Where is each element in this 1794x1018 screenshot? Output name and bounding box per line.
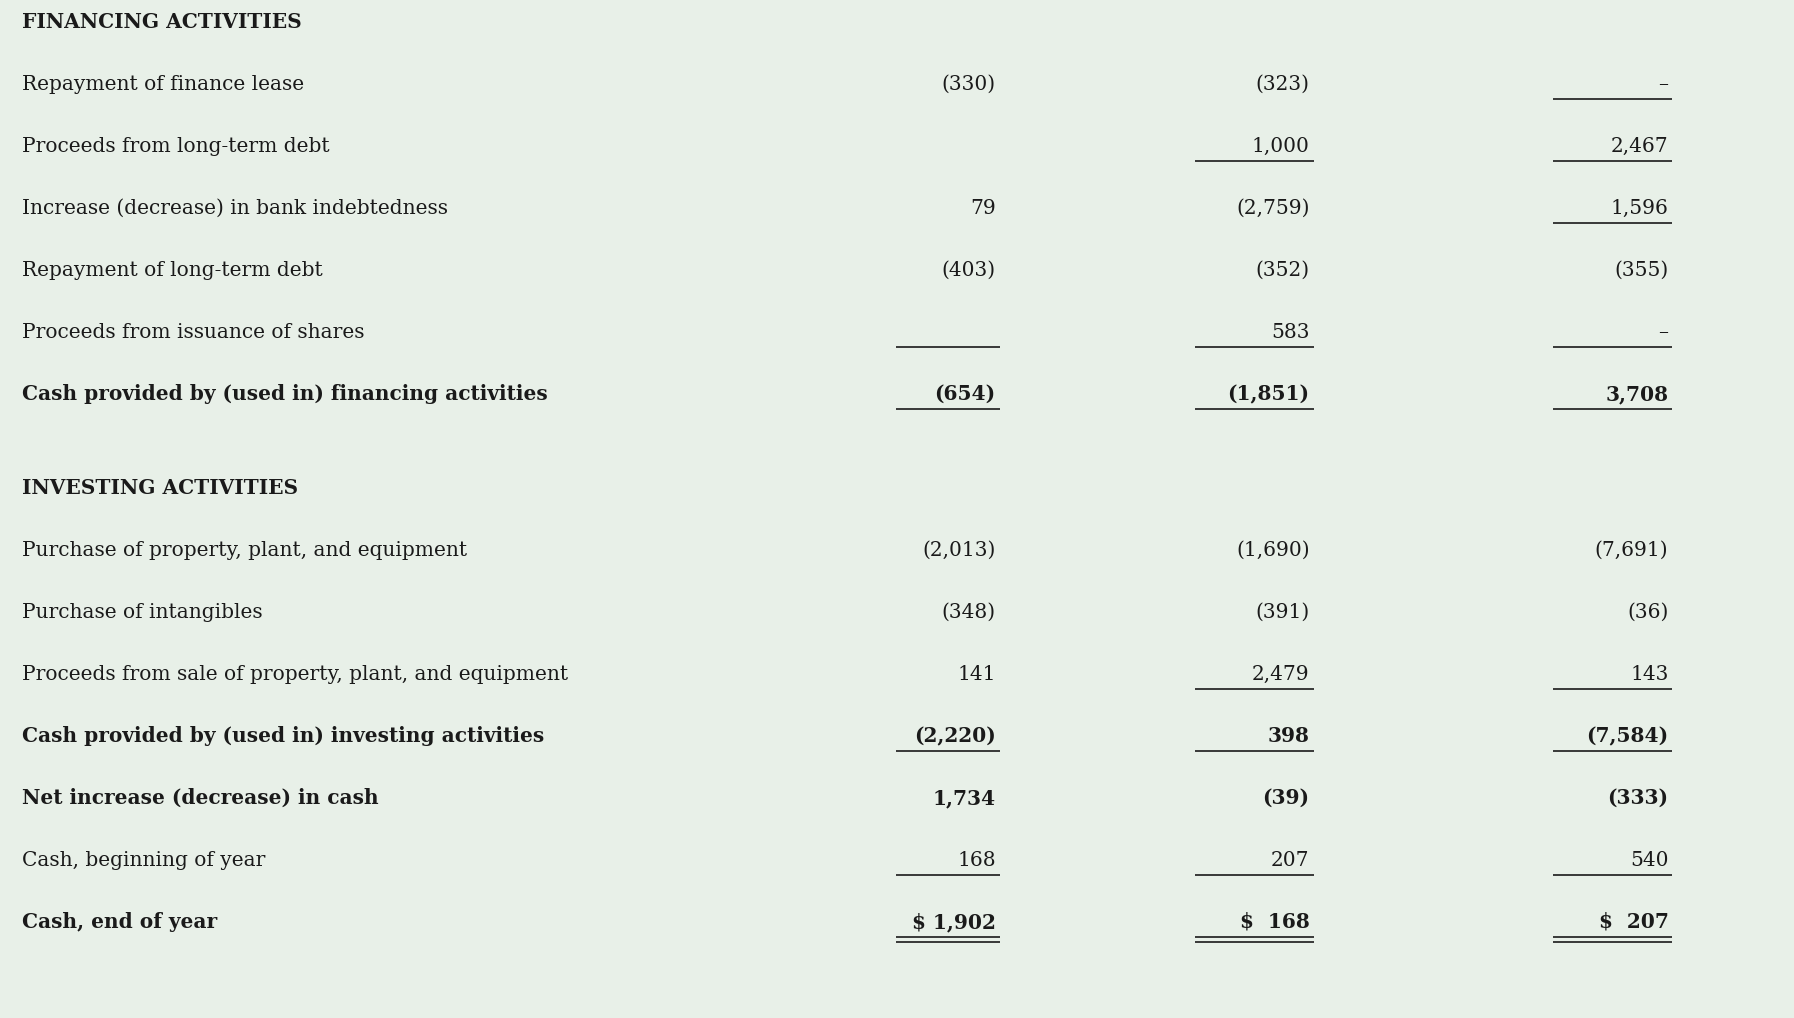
Text: (330): (330) [942,75,996,94]
Text: 2,479: 2,479 [1252,665,1310,684]
Text: (1,690): (1,690) [1236,541,1310,560]
Text: Repayment of finance lease: Repayment of finance lease [22,75,303,94]
Text: (2,013): (2,013) [922,541,996,560]
Text: 207: 207 [1272,851,1310,870]
Text: (39): (39) [1263,788,1310,808]
Text: (355): (355) [1615,261,1668,280]
Text: 1,000: 1,000 [1252,137,1310,156]
Text: 1,596: 1,596 [1611,199,1668,218]
Text: 2,467: 2,467 [1611,137,1668,156]
Text: (352): (352) [1256,261,1310,280]
Text: $ 1,902: $ 1,902 [911,912,996,932]
Text: Proceeds from long-term debt: Proceeds from long-term debt [22,137,328,156]
Text: (403): (403) [942,261,996,280]
Text: Cash provided by (used in) investing activities: Cash provided by (used in) investing act… [22,726,544,746]
Text: (1,851): (1,851) [1227,384,1310,404]
Text: Repayment of long-term debt: Repayment of long-term debt [22,261,323,280]
Text: Proceeds from issuance of shares: Proceeds from issuance of shares [22,323,364,342]
Text: $  168: $ 168 [1240,912,1310,932]
Text: 583: 583 [1272,323,1310,342]
Text: (323): (323) [1256,75,1310,94]
Text: (2,759): (2,759) [1236,199,1310,218]
Text: 398: 398 [1268,726,1310,746]
Text: Increase (decrease) in bank indebtedness: Increase (decrease) in bank indebtedness [22,199,447,218]
Text: FINANCING ACTIVITIES: FINANCING ACTIVITIES [22,12,301,32]
Text: –: – [1658,323,1668,342]
Text: 141: 141 [958,665,996,684]
Text: (7,691): (7,691) [1595,541,1668,560]
Text: (36): (36) [1627,603,1668,622]
Text: Cash provided by (used in) financing activities: Cash provided by (used in) financing act… [22,384,547,404]
Text: Net increase (decrease) in cash: Net increase (decrease) in cash [22,788,379,808]
Text: Cash, beginning of year: Cash, beginning of year [22,851,266,870]
Text: 540: 540 [1631,851,1668,870]
Text: Cash, end of year: Cash, end of year [22,912,217,932]
Text: $  207: $ 207 [1598,912,1668,932]
Text: –: – [1658,75,1668,94]
Text: 3,708: 3,708 [1606,384,1668,404]
Text: Purchase of property, plant, and equipment: Purchase of property, plant, and equipme… [22,541,466,560]
Text: Purchase of intangibles: Purchase of intangibles [22,603,262,622]
Text: (2,220): (2,220) [913,726,996,746]
Text: INVESTING ACTIVITIES: INVESTING ACTIVITIES [22,478,298,498]
Text: (654): (654) [935,384,996,404]
Text: (348): (348) [942,603,996,622]
Text: (333): (333) [1607,788,1668,808]
Text: (7,584): (7,584) [1586,726,1668,746]
Text: 143: 143 [1631,665,1668,684]
Text: 168: 168 [956,851,996,870]
Text: 79: 79 [971,199,996,218]
Text: (391): (391) [1256,603,1310,622]
Text: Proceeds from sale of property, plant, and equipment: Proceeds from sale of property, plant, a… [22,665,567,684]
Text: 1,734: 1,734 [933,788,996,808]
